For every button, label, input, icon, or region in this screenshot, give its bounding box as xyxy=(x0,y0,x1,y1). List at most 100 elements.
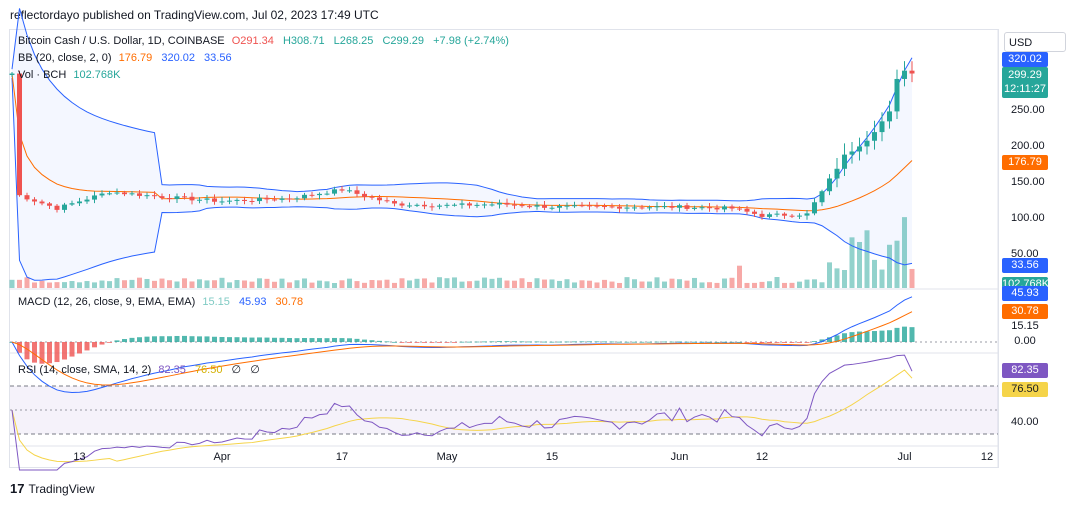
macd-hist-bar xyxy=(444,342,450,343)
bb-fill-area xyxy=(12,8,912,281)
volume-bar xyxy=(542,279,547,288)
macd-hist-bar xyxy=(812,341,817,342)
macd-hist-value: 15.15 xyxy=(202,296,230,308)
bar-countdown: 12:11:27 xyxy=(1003,83,1046,95)
macd-hist-bar xyxy=(62,342,67,360)
volume-bars xyxy=(9,217,915,288)
candle-body xyxy=(39,201,45,204)
volume-bar xyxy=(812,279,817,288)
candle-body xyxy=(834,168,840,179)
candle-body xyxy=(527,206,532,208)
rsi-label: RSI (14, close, SMA, 14, 2) xyxy=(18,364,152,376)
macd-hist-bar xyxy=(159,336,165,342)
volume-bar xyxy=(84,281,90,288)
volume-bar xyxy=(767,281,772,288)
candle-body xyxy=(279,198,285,200)
candle-body xyxy=(107,193,112,195)
macd-hist-bar xyxy=(572,341,577,343)
bb-label: BB (20, close, 2, 0) xyxy=(18,52,112,64)
candle-body xyxy=(759,213,765,217)
candle-body xyxy=(444,204,450,206)
price-legend: Bitcoin Cash / U.S. Dollar, 1D, COINBASE… xyxy=(18,35,515,47)
macd-hist-bar xyxy=(144,336,150,342)
volume-bar xyxy=(444,278,450,288)
macd-hist-bar xyxy=(804,342,810,343)
volume-bar xyxy=(182,278,187,288)
time-axis-label: 17 xyxy=(336,451,348,463)
macd-hist-bar xyxy=(309,338,315,342)
candle-body xyxy=(227,200,232,202)
candle-body xyxy=(174,196,180,199)
candle-body xyxy=(804,213,810,216)
currency-button[interactable]: USD xyxy=(1004,32,1066,52)
bb-basis-tag: 176.79 xyxy=(1002,155,1048,170)
macd-hist-bar xyxy=(347,338,352,342)
candle-body xyxy=(84,199,90,202)
candle-body xyxy=(54,205,60,210)
macd-hist-bar xyxy=(632,341,637,343)
macd-hist-bar xyxy=(332,337,337,342)
volume-bar xyxy=(827,262,832,288)
volume-bar xyxy=(722,278,727,288)
candle-body xyxy=(92,195,97,200)
volume-bar xyxy=(587,280,592,288)
volume-bar xyxy=(647,281,652,288)
rsi-tag: 82.35 xyxy=(1002,363,1048,378)
time-axis-label: 12 xyxy=(981,451,993,463)
candle-body xyxy=(354,190,360,194)
candle-body xyxy=(474,204,480,206)
volume-bar xyxy=(677,279,682,288)
volume-bar xyxy=(842,270,847,288)
bb-fill xyxy=(12,8,912,281)
volume-bar xyxy=(879,269,885,288)
volume-bar xyxy=(47,282,52,288)
volume-bar xyxy=(219,277,225,288)
candle-body xyxy=(587,205,592,207)
candle-body xyxy=(782,213,787,216)
macd-hist-bar xyxy=(384,341,390,343)
candle-body xyxy=(879,121,885,133)
volume-bar xyxy=(54,282,60,288)
candle-body xyxy=(234,199,240,201)
candle-body xyxy=(399,203,405,206)
volume-bar xyxy=(279,278,285,288)
candle-body xyxy=(129,193,135,195)
rsi-series xyxy=(11,354,913,471)
macd-hist-bar xyxy=(474,341,480,343)
candle-body xyxy=(482,204,487,206)
volume-bar xyxy=(399,278,405,288)
candle-body xyxy=(752,211,757,214)
macd-hist-bar xyxy=(32,342,37,363)
candle-body xyxy=(767,214,772,217)
volume-bar xyxy=(422,278,427,288)
volume-bar xyxy=(257,278,262,288)
candle-body xyxy=(902,70,907,79)
macd-hist-bar xyxy=(317,338,322,342)
rsi-extra-1: ∅ xyxy=(231,364,242,376)
macd-hist-bar xyxy=(422,342,427,343)
volume-bar xyxy=(789,282,795,288)
candle-body xyxy=(459,203,465,205)
volume-bar xyxy=(437,277,442,288)
candle-body xyxy=(324,193,330,195)
macd-hist-bar xyxy=(669,341,675,343)
candle-body xyxy=(849,151,855,155)
candle-body xyxy=(414,204,420,206)
volume-bar xyxy=(489,278,495,288)
macd-hist-bar xyxy=(129,337,135,342)
volume-bar xyxy=(857,241,862,288)
macd-hist-bar xyxy=(834,335,840,342)
macd-hist-bar xyxy=(692,341,697,343)
candle-body xyxy=(137,193,142,196)
candle-body xyxy=(32,199,37,202)
macd-hist-bar xyxy=(302,338,307,342)
rsi-value: 82.35 xyxy=(158,364,186,376)
volume-bar xyxy=(692,277,697,288)
volume-bar xyxy=(459,281,465,288)
volume-bar xyxy=(62,282,67,288)
candle-body xyxy=(272,199,277,201)
candle-body xyxy=(17,73,22,196)
tradingview-logo[interactable]: 17 TradingView xyxy=(10,481,95,496)
macd-hist-bar xyxy=(549,341,555,343)
